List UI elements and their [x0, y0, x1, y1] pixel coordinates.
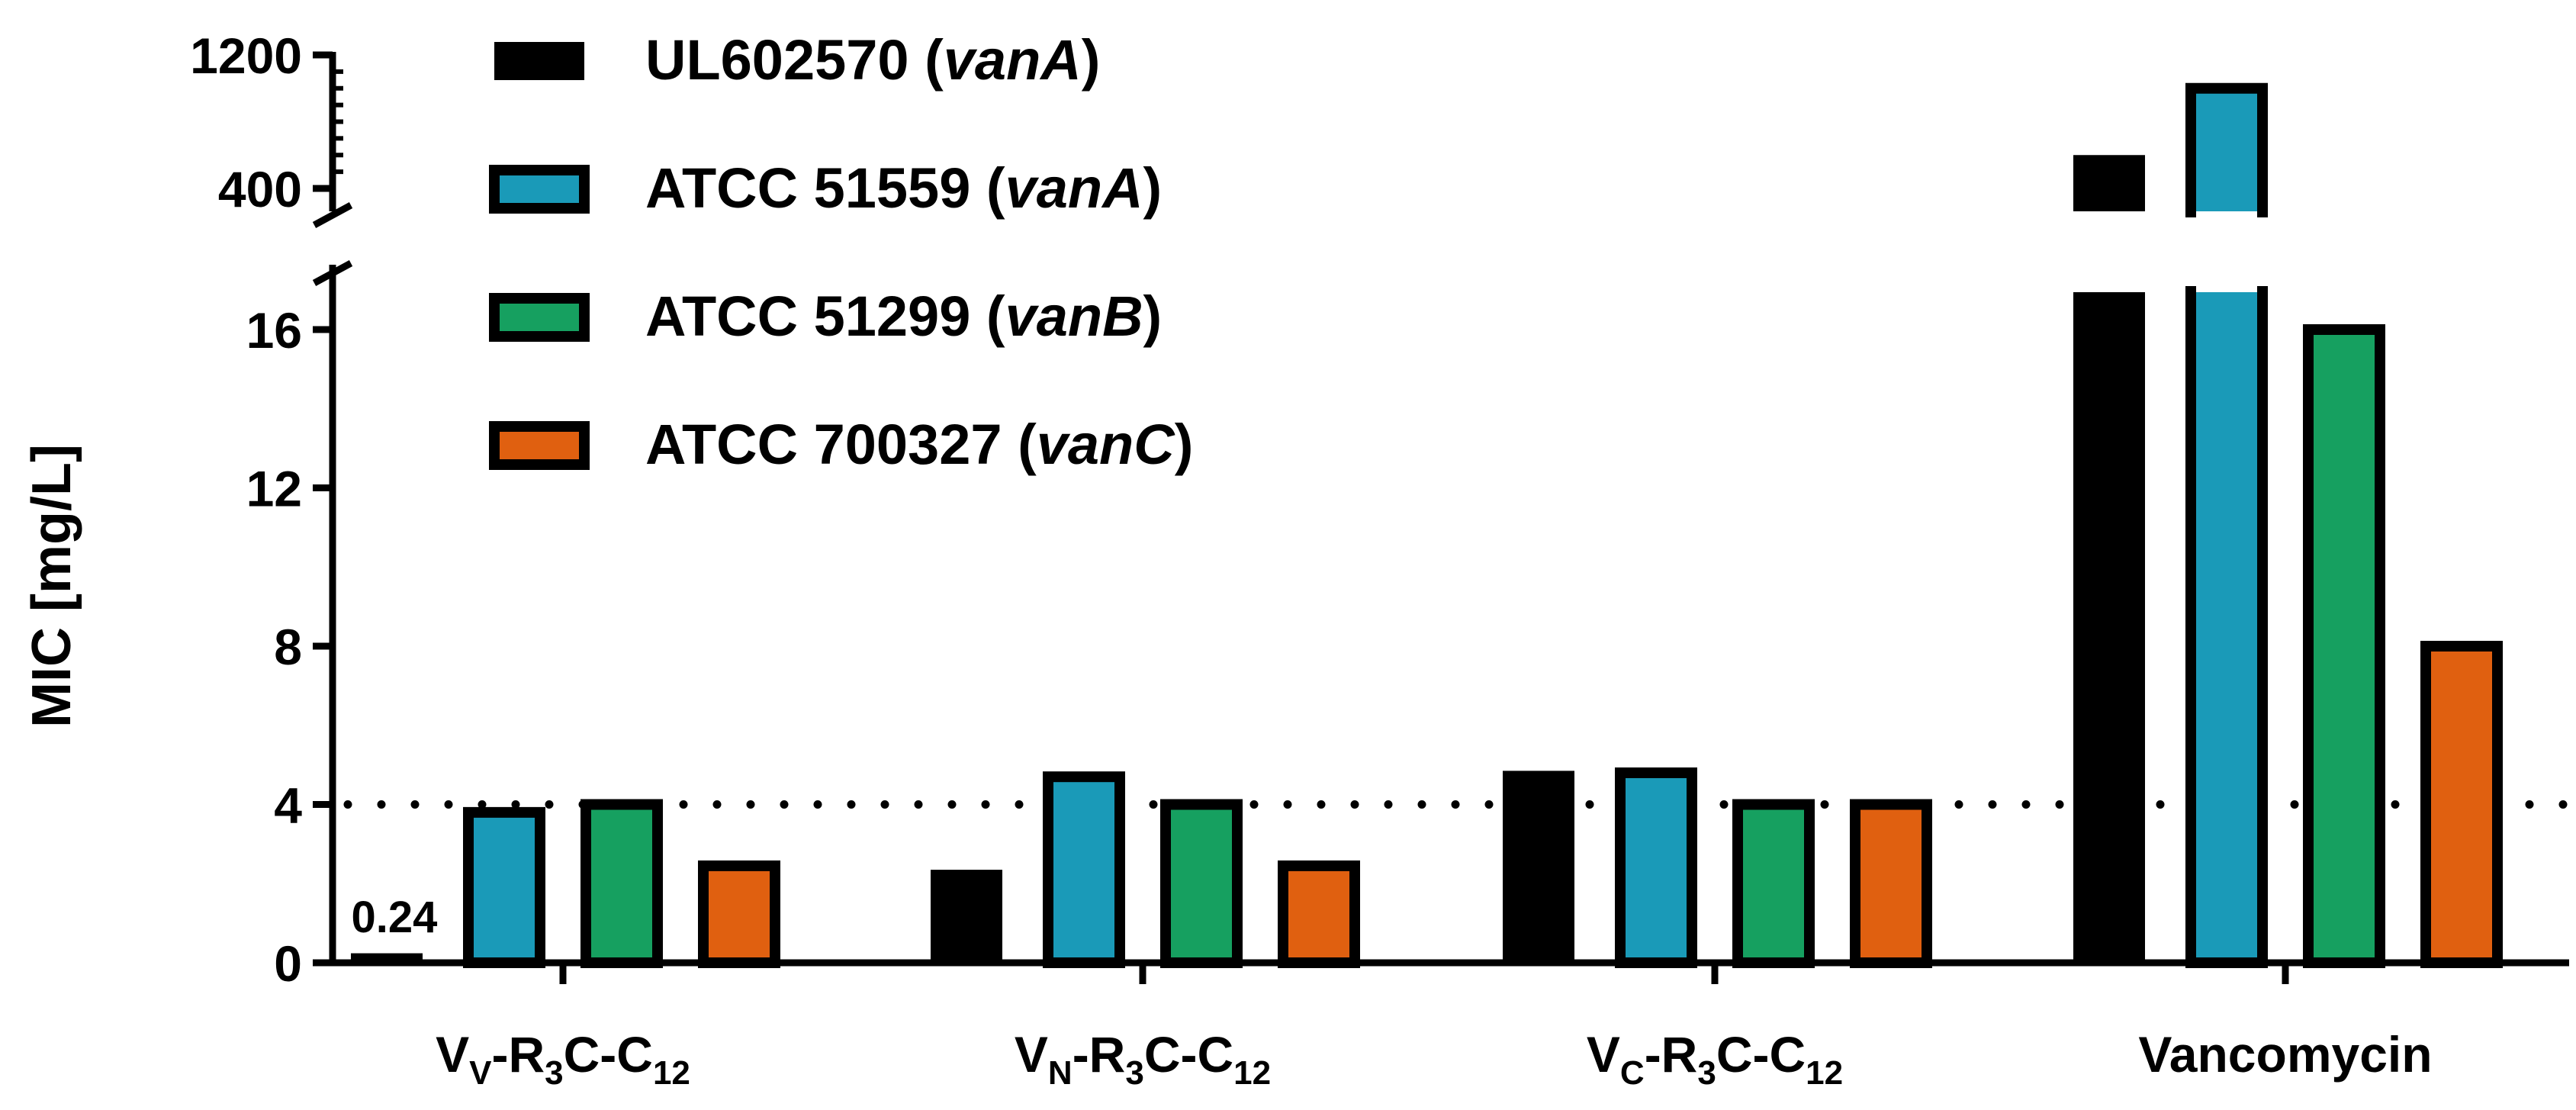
- legend-swatch-1: [489, 165, 590, 214]
- legend-close: ): [1143, 285, 1163, 348]
- bar-2-2: [1732, 799, 1815, 968]
- bar-0-2: [580, 799, 663, 968]
- bar-0-1: [463, 806, 545, 968]
- legend-label-0: UL602570 (vanA): [645, 28, 1100, 92]
- bar-3-0-upper: [2073, 155, 2145, 217]
- legend-swatch-2: [489, 293, 590, 342]
- y-tick-label-8: 8: [274, 619, 302, 675]
- legend-close: ): [1175, 413, 1194, 476]
- bar-2-3: [1850, 799, 1932, 968]
- y-tick-label-16: 16: [246, 302, 302, 359]
- x-label-part: C-C: [1144, 1026, 1233, 1083]
- x-tick-label-0: VV-R3C-C12: [436, 1026, 690, 1092]
- x-tick-label-1: VN-R3C-C12: [1015, 1026, 1271, 1092]
- x-label-sub: 12: [653, 1054, 690, 1092]
- legend-label-3: ATCC 700327 (vanC): [645, 413, 1193, 476]
- x-tick-label-3: Vancomycin: [2138, 1026, 2432, 1083]
- legend-close: ): [1143, 156, 1163, 220]
- legend-strain: ATCC 51559 (: [645, 156, 1005, 220]
- bar-2-1: [1615, 767, 1697, 968]
- x-label-part: -R: [491, 1026, 545, 1083]
- bar-1-3: [1278, 860, 1360, 968]
- bars-layer: 0.24: [351, 82, 2503, 968]
- bar-3-1-break-mask-top: [2183, 211, 2270, 224]
- x-label-main: V: [1015, 1026, 1048, 1083]
- legend-close: ): [1082, 28, 1101, 92]
- y-tick-label-1200: 1200: [190, 27, 302, 84]
- y-tick-label-4: 4: [274, 777, 302, 834]
- axis-break-mark-bottom: [312, 260, 353, 286]
- legend: UL602570 (vanA)ATCC 51559 (vanA)ATCC 512…: [489, 28, 1193, 476]
- y-tick-label-0: 0: [274, 935, 302, 992]
- x-label-part: C-C: [564, 1026, 653, 1083]
- bar-3-0-lower: [2073, 286, 2145, 963]
- x-label-main: V: [436, 1026, 469, 1083]
- x-label-sub: N: [1048, 1054, 1073, 1092]
- x-label-main: Vancomycin: [2138, 1026, 2432, 1083]
- legend-gene: vanA: [944, 28, 1082, 92]
- bar-1-1: [1043, 771, 1125, 968]
- x-tick-label-2: VC-R3C-C12: [1587, 1026, 1843, 1092]
- x-label-sub: 3: [545, 1054, 563, 1092]
- bar-0-3: [698, 860, 780, 968]
- legend-swatch-0: [494, 42, 584, 80]
- legend-gene: vanB: [1005, 285, 1143, 348]
- legend-label-2: ATCC 51299 (vanB): [645, 285, 1162, 348]
- x-label-sub: 12: [1233, 1054, 1271, 1092]
- y-tick-label-12: 12: [246, 461, 302, 517]
- bar-2-0: [1503, 771, 1574, 963]
- x-label-sub: V: [469, 1054, 492, 1092]
- bar-3-2: [2303, 324, 2385, 968]
- x-label-part: -R: [1073, 1026, 1126, 1083]
- bar-3-3: [2420, 641, 2503, 968]
- y-axis-label: MIC [mg/L]: [21, 444, 82, 728]
- x-label-sub: C: [1620, 1054, 1645, 1092]
- x-label-sub: 3: [1125, 1054, 1143, 1092]
- x-label-sub: 12: [1806, 1054, 1843, 1092]
- legend-strain: ATCC 700327 (: [645, 413, 1037, 476]
- bar-3-0-break-mask-bottom: [2066, 280, 2153, 292]
- legend-strain: ATCC 51299 (: [645, 285, 1005, 348]
- annotation-label-0: 0.24: [352, 893, 438, 942]
- x-label-sub: 3: [1697, 1054, 1716, 1092]
- legend-strain: UL602570 (: [645, 28, 944, 92]
- bar-3-1-break-mask-bottom: [2183, 280, 2270, 292]
- bar-1-2: [1160, 799, 1243, 968]
- bar-1-0: [931, 870, 1002, 963]
- axis-break-mark-top: [312, 202, 353, 228]
- bar-3-1-upper: [2185, 82, 2268, 223]
- legend-label-1: ATCC 51559 (vanA): [645, 156, 1162, 220]
- x-label-part: C-C: [1716, 1026, 1806, 1083]
- y-tick-label-400: 400: [218, 161, 302, 217]
- bar-3-1-lower: [2185, 281, 2268, 968]
- x-label-part: -R: [1645, 1026, 1698, 1083]
- legend-swatch-3: [489, 421, 590, 470]
- bar-3-0-break-mask-top: [2066, 211, 2153, 224]
- legend-gene: vanA: [1005, 156, 1143, 220]
- legend-gene: vanC: [1037, 413, 1176, 476]
- x-label-main: V: [1587, 1026, 1620, 1083]
